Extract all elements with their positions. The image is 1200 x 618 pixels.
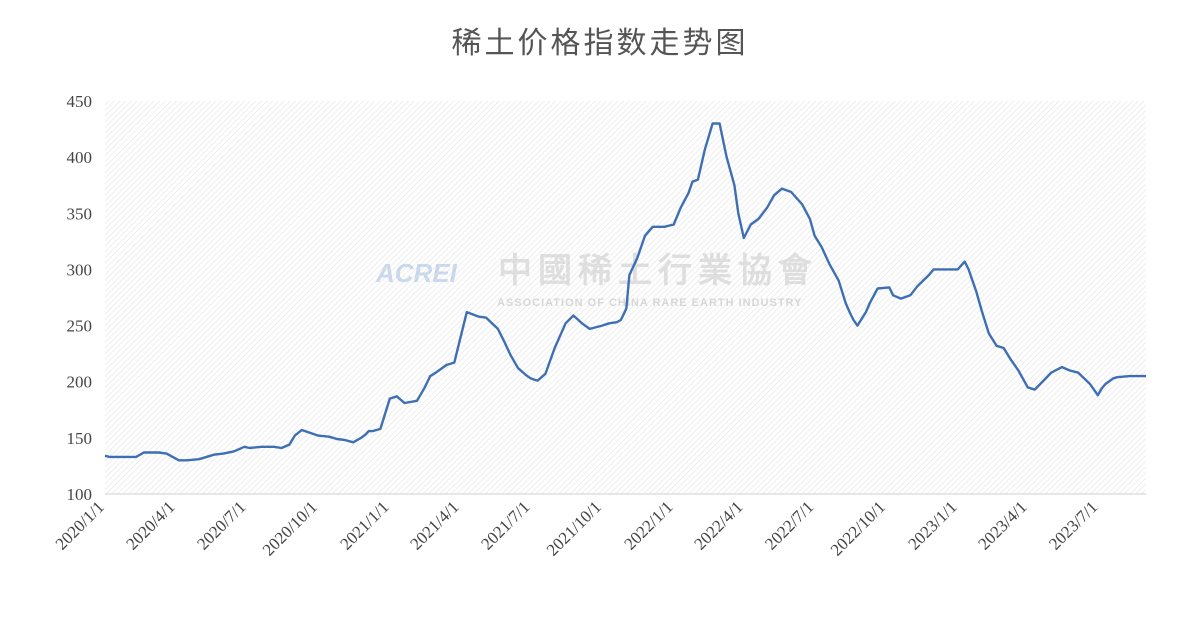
watermark-logo: ACREI bbox=[375, 258, 458, 288]
y-axis: 100 150 200 250 300 350 400 450 bbox=[67, 92, 93, 504]
x-tick-label: 2022/7/1 bbox=[761, 497, 817, 553]
y-tick-label: 450 bbox=[67, 92, 93, 111]
y-tick-label: 150 bbox=[67, 429, 93, 448]
x-tick-label: 2021/10/1 bbox=[543, 497, 605, 559]
y-tick-label: 350 bbox=[67, 204, 93, 223]
y-tick-label: 200 bbox=[67, 373, 93, 392]
plot-area bbox=[105, 101, 1146, 494]
watermark: ACREI 中國稀土行業協會 ASSOCIATION OF CHINA RARE… bbox=[375, 251, 818, 309]
x-tick-label: 2020/10/1 bbox=[259, 497, 321, 559]
chart-title: 稀土价格指数走势图 bbox=[451, 26, 749, 61]
y-tick-label: 300 bbox=[67, 260, 93, 279]
watermark-name-en: ASSOCIATION OF CHINA RARE EARTH INDUSTRY bbox=[497, 297, 802, 309]
x-tick-label: 2023/7/1 bbox=[1045, 497, 1101, 553]
x-tick-label: 2023/1/1 bbox=[904, 497, 960, 553]
x-tick-label: 2021/7/1 bbox=[477, 497, 533, 553]
series-line bbox=[104, 122, 1146, 462]
x-tick-label: 2023/4/1 bbox=[974, 497, 1030, 553]
y-tick-label: 100 bbox=[67, 485, 93, 504]
x-tick-label: 2020/1/1 bbox=[52, 497, 108, 553]
x-tick-label: 2022/4/1 bbox=[690, 497, 746, 553]
y-tick-label: 400 bbox=[67, 148, 93, 167]
x-tick-label: 2021/1/1 bbox=[336, 497, 392, 553]
x-tick-label: 2022/1/1 bbox=[620, 497, 676, 553]
x-tick-label: 2020/7/1 bbox=[193, 497, 249, 553]
watermark-name-cn: 中國稀土行業協會 bbox=[498, 251, 818, 291]
x-tick-label: 2021/4/1 bbox=[406, 497, 462, 553]
y-tick-label: 250 bbox=[67, 317, 93, 336]
series-group bbox=[104, 122, 1146, 462]
x-tick-label: 2022/10/1 bbox=[827, 497, 889, 559]
x-tick-label: 2020/4/1 bbox=[122, 497, 178, 553]
x-axis: 2020/1/1 2020/4/1 2020/7/1 2020/10/1 2021/1/… bbox=[52, 497, 1102, 559]
